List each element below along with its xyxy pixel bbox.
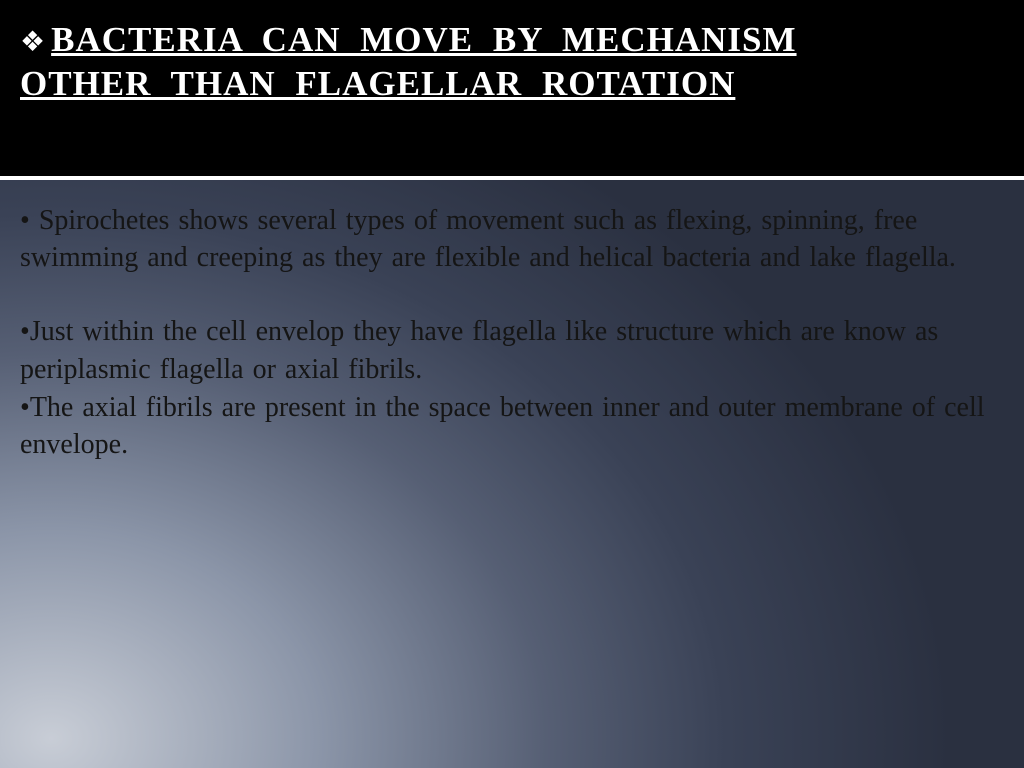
- bullet-dot-icon: •: [20, 392, 30, 423]
- slide-title-text-2: OTHER THAN FLAGELLAR ROTATION: [20, 62, 735, 106]
- title-line-2: OTHER THAN FLAGELLAR ROTATION: [20, 62, 1004, 106]
- title-line-1: ❖ BACTERIA CAN MOVE BY MECHANISM: [20, 18, 1004, 62]
- slide-body-text: • Spirochetes shows several types of mov…: [20, 202, 1002, 465]
- paragraph-3-text: The axial fibrils are present in the spa…: [20, 392, 985, 461]
- bullet-dot-icon: •: [20, 205, 30, 236]
- bullet-dot-icon: •: [20, 316, 30, 347]
- paragraph-1: • Spirochetes shows several types of mov…: [20, 202, 1002, 278]
- slide-title-text-1: BACTERIA CAN MOVE BY MECHANISM: [51, 18, 796, 62]
- paragraph-2-text: Just within the cell envelop they have f…: [20, 316, 938, 385]
- presentation-slide: ❖ BACTERIA CAN MOVE BY MECHANISM OTHER T…: [0, 0, 1024, 768]
- slide-title-area: ❖ BACTERIA CAN MOVE BY MECHANISM OTHER T…: [0, 0, 1024, 180]
- paragraph-2: •Just within the cell envelop they have …: [20, 313, 1002, 389]
- diamond-bullet-icon: ❖: [20, 29, 45, 57]
- slide-body-area: • Spirochetes shows several types of mov…: [0, 180, 1024, 768]
- paragraph-3: •The axial fibrils are present in the sp…: [20, 389, 1002, 465]
- paragraph-1-text: Spirochetes shows several types of movem…: [20, 205, 956, 274]
